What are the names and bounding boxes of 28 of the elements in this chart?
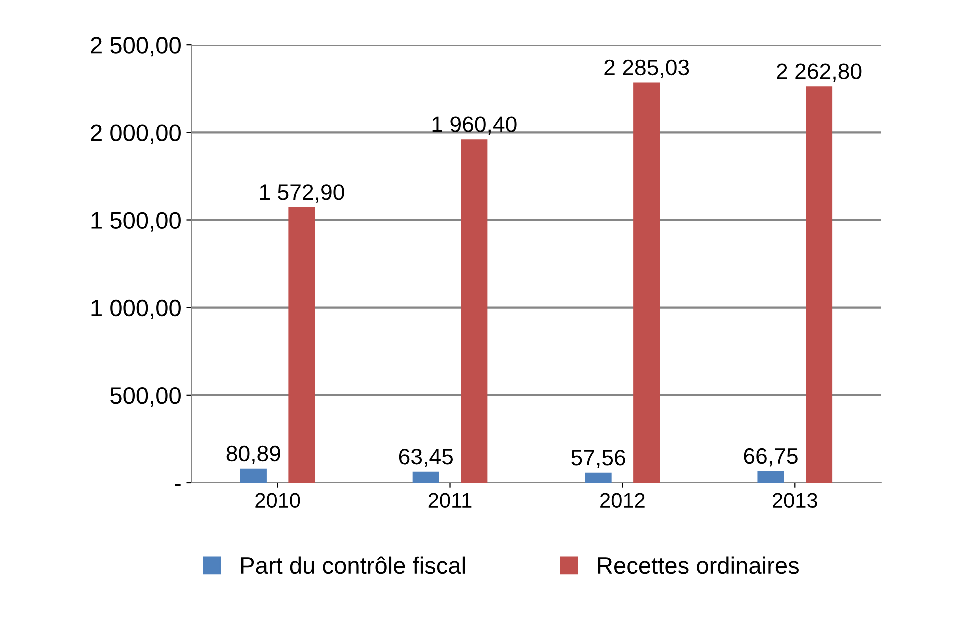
bar — [461, 140, 488, 483]
bar — [240, 468, 267, 483]
y-tick-label: 500,00 — [110, 387, 181, 407]
bar — [412, 472, 440, 483]
x-tick-label: 2010 — [256, 493, 300, 508]
x-tick-label: 2013 — [773, 493, 818, 508]
data-label: 80,89 — [226, 446, 280, 464]
bar — [758, 471, 784, 483]
legend-label: Recettes ordinaires — [598, 556, 800, 574]
data-label: 1 960,40 — [432, 116, 517, 136]
y-tick-label: 1 000,00 — [92, 300, 181, 320]
bar — [806, 86, 833, 483]
data-label: 66,75 — [744, 448, 798, 467]
x-tick-label: 2012 — [600, 493, 645, 508]
data-label: 1 572,90 — [260, 184, 344, 203]
y-tick-label: 2 500,00 — [91, 37, 181, 57]
y-tick-label: - — [175, 484, 181, 486]
y-tick-label: 1 500,00 — [92, 212, 181, 232]
y-tick-label: 2 000,00 — [91, 124, 181, 144]
bar — [634, 82, 660, 483]
data-label: 63,45 — [399, 448, 453, 468]
data-label: 57,56 — [572, 450, 626, 468]
legend-label: Part du contrôle fiscal — [241, 556, 466, 574]
data-label: 2 285,03 — [604, 60, 690, 78]
x-tick-label: 2011 — [428, 493, 472, 508]
bar — [585, 472, 612, 483]
bar — [288, 207, 316, 483]
data-label: 2 262,80 — [777, 64, 862, 82]
